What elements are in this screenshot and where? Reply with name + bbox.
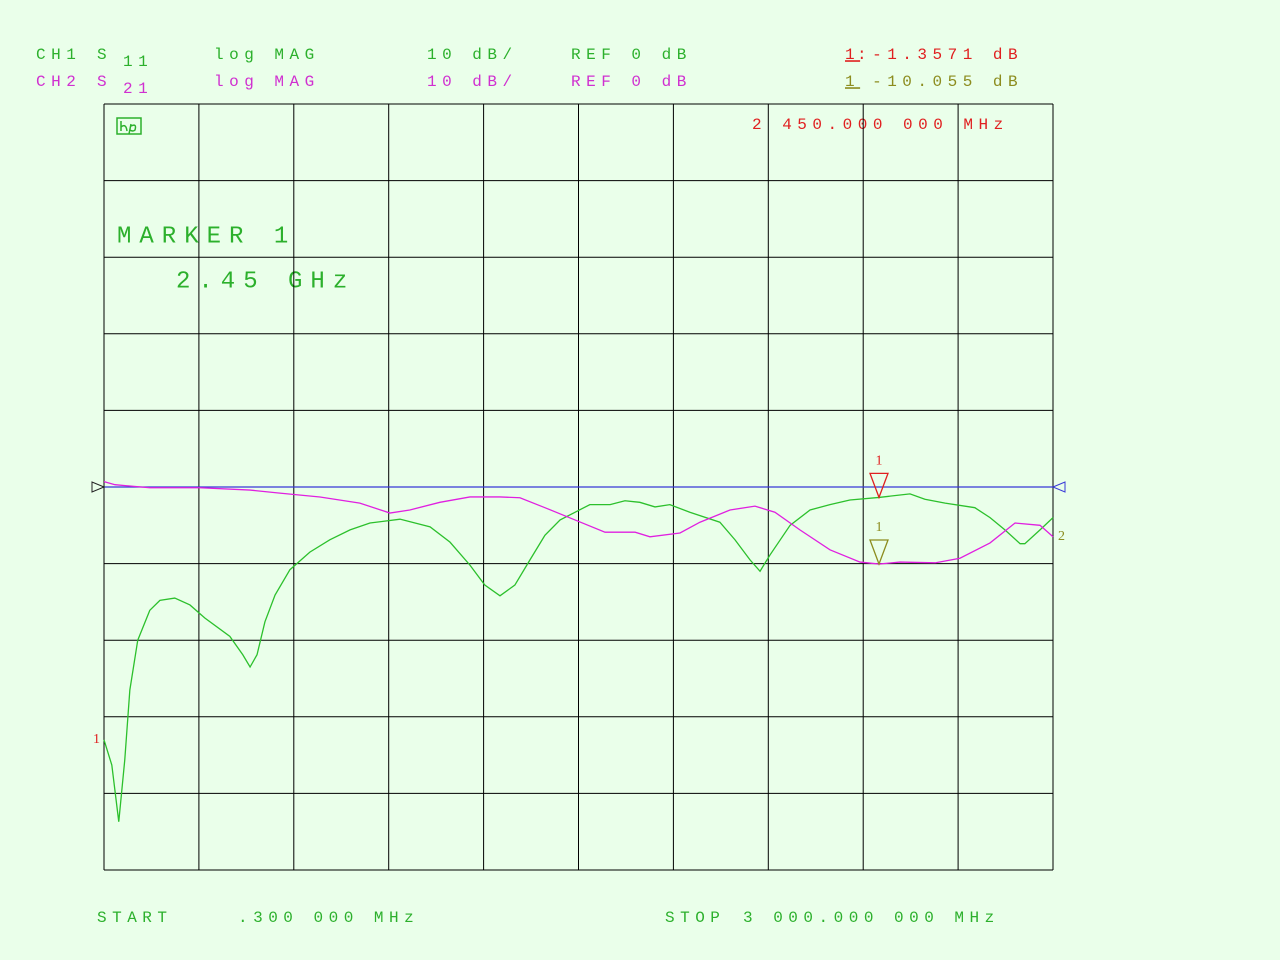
channel: CH1 xyxy=(36,46,81,64)
marker-label: 1 xyxy=(875,520,882,535)
scale: 10 dB/ xyxy=(427,46,518,64)
param-sub: 11 xyxy=(123,53,153,71)
header: CH1 S 11 log MAG 10 dB/ REF 0 dB 1 :-1.3… xyxy=(36,46,1023,98)
marker-label: 1 xyxy=(875,454,882,469)
marker-readout: -10.055 dB xyxy=(857,73,1023,91)
ref: REF 0 dB xyxy=(571,46,692,64)
hp-logo xyxy=(116,117,142,135)
marker-readout: :-1.3571 dB xyxy=(857,46,1023,64)
trace-label: 1 xyxy=(93,732,100,747)
reference-pointer xyxy=(1051,481,1066,493)
marker xyxy=(869,472,889,500)
ref: REF 0 dB xyxy=(571,73,692,91)
marker xyxy=(869,539,889,566)
annotation-sub: 2.45 GHz xyxy=(176,268,355,295)
start-label: START xyxy=(97,909,173,927)
annotation: MARKER 1 xyxy=(117,223,296,250)
marker-frequency: 2 450.000 000 MHz xyxy=(752,116,1009,134)
param: S xyxy=(97,46,112,64)
channel: CH2 xyxy=(36,73,81,91)
format: log MAG xyxy=(214,73,320,91)
scale: 10 dB/ xyxy=(427,73,518,91)
start-value: .300 000 MHz xyxy=(238,909,419,927)
stop-label: STOP xyxy=(665,909,725,927)
trace-label: 2 xyxy=(1058,529,1065,544)
format: log MAG xyxy=(214,46,320,64)
param: S xyxy=(97,73,112,91)
trace xyxy=(103,481,1054,565)
reference-pointer xyxy=(91,481,106,493)
marker-index: 1 xyxy=(845,46,860,64)
trace xyxy=(103,493,1054,822)
stop-value: 3 000.000 000 MHz xyxy=(743,909,1000,927)
marker-index: 1 xyxy=(845,73,860,91)
param-sub: 21 xyxy=(123,80,153,98)
logo-glyph xyxy=(120,121,137,135)
